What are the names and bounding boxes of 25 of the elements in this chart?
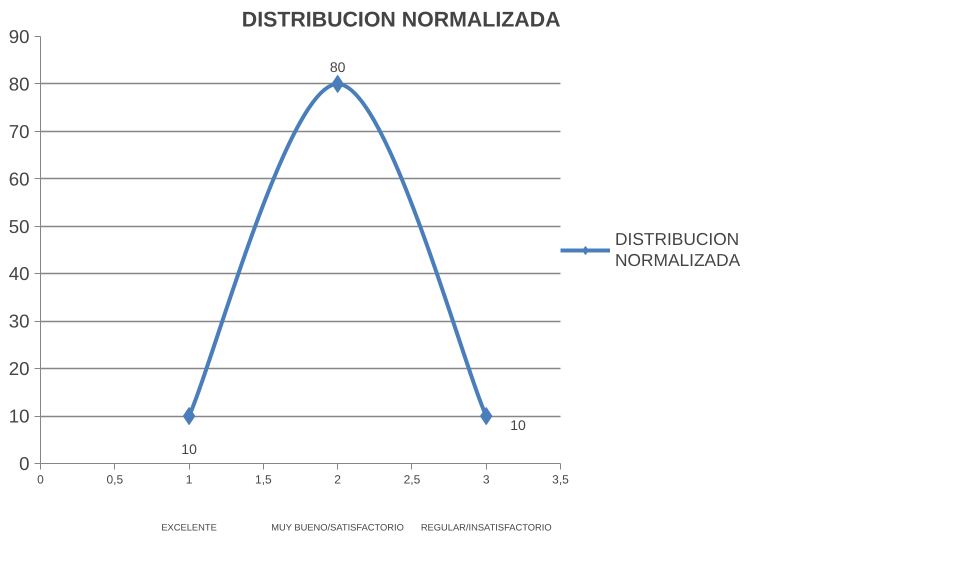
chart-title: DISTRIBUCION NORMALIZADA xyxy=(242,8,561,32)
legend-label: DISTRIBUCION NORMALIZADA xyxy=(615,228,740,270)
text: REGULAR/INSATISFACTORIO xyxy=(420,522,552,532)
data-label: 10 xyxy=(181,441,198,458)
y-tick-label: 70 xyxy=(8,120,30,142)
y-tick-label: 80 xyxy=(8,73,30,94)
data-label: 10 xyxy=(510,417,526,434)
x-tick-label: 2 xyxy=(334,472,342,486)
x-tick-label: 2,5 xyxy=(404,472,421,486)
x-tick-label: 3 xyxy=(482,472,490,486)
y-tick-label: 30 xyxy=(8,310,30,332)
text: EXCELENTE xyxy=(161,522,217,532)
x-tick-label: 1,5 xyxy=(255,472,272,486)
x-tick-label: 0,5 xyxy=(106,472,124,486)
x-tick-label: 1 xyxy=(186,472,193,486)
y-tick-label: 40 xyxy=(8,263,30,284)
x-tick-label: 0 xyxy=(37,472,44,486)
y-tick-label: 10 xyxy=(8,406,30,427)
x-tick-label: 3,5 xyxy=(552,472,570,486)
y-tick-label: 50 xyxy=(8,216,30,237)
data-label: 80 xyxy=(330,58,346,75)
text: MUY BUENO/SATISFACTORIO xyxy=(271,522,404,532)
y-tick-label: 60 xyxy=(8,168,30,190)
y-tick-label: 90 xyxy=(8,26,30,47)
y-tick-label: 20 xyxy=(8,358,30,380)
